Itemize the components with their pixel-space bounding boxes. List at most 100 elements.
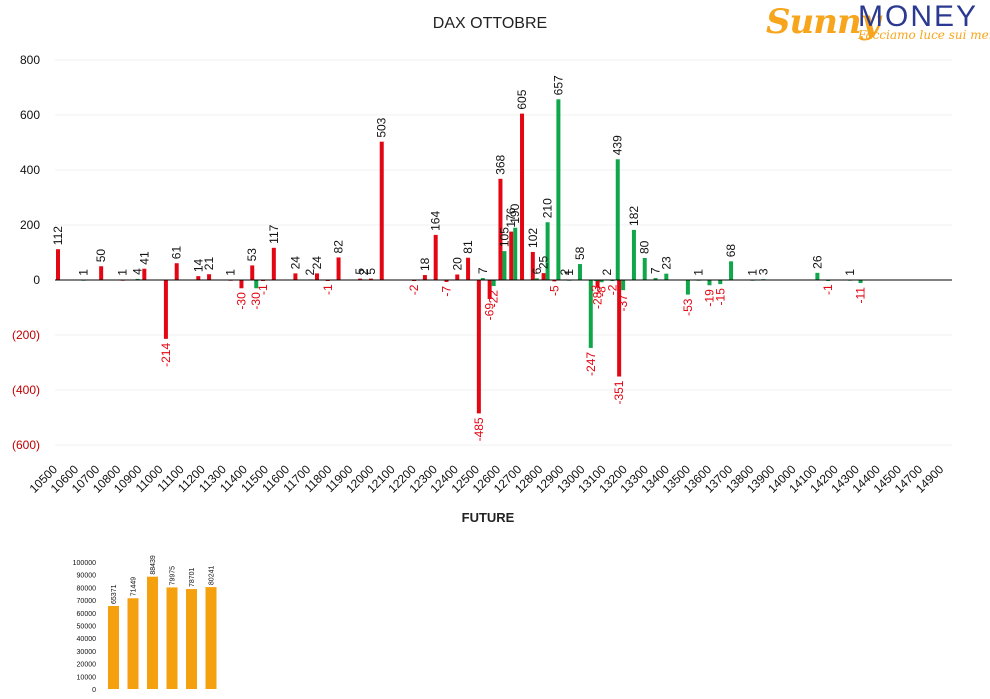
bar (135, 278, 140, 280)
data-label: 18 (418, 257, 432, 271)
bar (254, 280, 259, 289)
bar (433, 234, 438, 280)
data-label: 24 (288, 256, 302, 270)
future-y-tick-label: 80000 (77, 585, 97, 592)
data-label: 68 (724, 244, 738, 258)
data-label: -214 (159, 343, 173, 367)
logo-word-money: MONEY (858, 0, 979, 33)
data-label: 61 (170, 246, 184, 260)
data-label: -69 (483, 303, 497, 321)
future-y-axis-ticks: 0 10000 20000 30000 40000 50000 60000 70000 8000… (73, 560, 96, 694)
bar (444, 280, 449, 282)
bar (520, 113, 525, 280)
bar (513, 227, 518, 280)
future-y-tick-label: 50000 (77, 624, 97, 631)
bar (530, 251, 535, 280)
y-tick-label: 600 (20, 108, 40, 122)
future-y-tick-label: 60000 (77, 611, 97, 618)
bar (815, 272, 820, 280)
bar (552, 280, 557, 282)
data-label: 7 (476, 267, 490, 274)
data-label: 176 (504, 207, 518, 227)
future-bar (205, 587, 217, 689)
future-bar (127, 598, 139, 689)
data-label: -8 (595, 286, 609, 297)
y-tick-label: (600) (12, 438, 40, 452)
bar (455, 274, 460, 280)
y-tick-label: (200) (12, 328, 40, 342)
bar (595, 280, 600, 288)
future-y-tick-label: 20000 (77, 662, 97, 669)
data-label: 190 (508, 203, 522, 223)
data-label: 20 (450, 257, 464, 271)
bar (271, 247, 276, 280)
data-label: 105 (497, 227, 511, 247)
data-label: 503 (375, 117, 389, 137)
data-label: 657 (551, 75, 565, 95)
data-label: 25 (537, 255, 551, 269)
data-label: 7 (649, 267, 663, 274)
y-tick-label: 800 (20, 53, 40, 67)
bar (163, 280, 168, 339)
data-label: 117 (267, 224, 281, 243)
y-tick-label: 400 (20, 163, 40, 177)
bar (476, 280, 481, 414)
bar (588, 280, 593, 348)
data-label: -28 (591, 291, 605, 309)
data-label: -15 (713, 288, 727, 306)
data-label: 368 (493, 154, 507, 174)
data-label: 1 (224, 269, 238, 276)
data-label: 81 (461, 240, 475, 254)
future-bars (108, 576, 217, 689)
data-label: -5 (547, 285, 561, 296)
bar (480, 278, 485, 280)
bar (491, 280, 496, 287)
bar (534, 278, 539, 280)
data-label: 1 (116, 269, 130, 276)
bar (664, 273, 669, 280)
data-label: 182 (627, 206, 641, 226)
y-tick-label: 200 (20, 218, 40, 232)
data-label: 1 (77, 269, 91, 276)
bar (56, 249, 60, 280)
data-label: -11 (854, 287, 868, 304)
future-title-layer: FUTURE (462, 510, 515, 525)
bar (174, 263, 179, 280)
data-label: 2 (600, 268, 614, 275)
bar (631, 229, 636, 280)
chart-title: DAX OTTOBRE (433, 15, 547, 32)
data-label: -30 (249, 292, 263, 310)
data-label: -1 (256, 284, 270, 295)
bar (653, 278, 658, 280)
data-label: 58 (573, 246, 587, 260)
bar (707, 280, 712, 286)
bar (502, 251, 507, 280)
bar (250, 265, 255, 280)
bar (545, 222, 550, 280)
data-label: -2 (407, 284, 421, 295)
y-tick-label: (400) (12, 383, 40, 397)
x-axis-ticks: 1050010600107001080010900110001110011200… (27, 462, 947, 496)
bar (368, 278, 373, 280)
future-data-label: 71449 (131, 577, 138, 597)
future-y-tick-label: 40000 (77, 636, 97, 643)
data-label: 1 (746, 269, 760, 276)
data-label: 24 (310, 256, 324, 270)
future-data-label: 79975 (170, 566, 177, 586)
bar (207, 274, 212, 280)
future-y-tick-label: 0 (92, 687, 96, 694)
bar (379, 141, 384, 280)
data-label: 53 (245, 248, 259, 262)
bar (498, 178, 503, 280)
logo-word-sunny: Sunny (766, 2, 880, 42)
data-label: -37 (616, 294, 630, 312)
data-label: 3 (756, 268, 770, 275)
data-label: 23 (659, 256, 673, 270)
future-bar (166, 587, 178, 689)
data-label: 82 (332, 240, 346, 254)
future-y-tick-label: 100000 (73, 560, 96, 567)
future-y-tick-label: 30000 (77, 649, 97, 656)
data-label: -22 (487, 290, 501, 308)
future-y-tick-label: 70000 (77, 598, 97, 605)
